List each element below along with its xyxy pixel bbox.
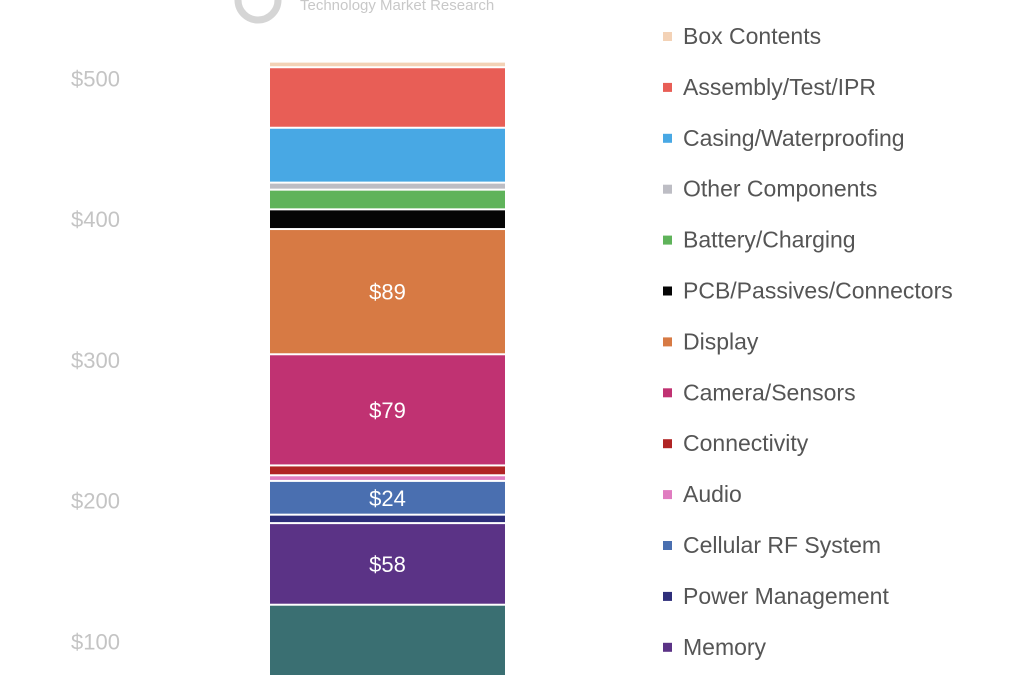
y-tick-label: $400	[71, 207, 120, 232]
bar-segment	[270, 210, 505, 229]
legend-swatch	[663, 541, 672, 550]
bar-segment	[270, 68, 505, 127]
legend-swatch	[663, 439, 672, 449]
legend-label: Box Contents	[683, 23, 821, 49]
legend-item: Assembly/Test/IPR	[663, 74, 876, 100]
legend-item: Connectivity	[663, 430, 809, 456]
legend-swatch	[663, 82, 672, 92]
y-tick-label: $300	[71, 348, 120, 373]
y-tick-label: $500	[71, 67, 120, 92]
y-axis: $100 $200 $300 $400 $500	[71, 67, 120, 655]
legend-label: Cellular RF System	[683, 532, 881, 558]
bar-segment	[270, 355, 505, 465]
bar-segment	[270, 183, 505, 189]
legend-swatch	[663, 490, 672, 500]
legend-swatch	[663, 591, 672, 601]
legend-label: Display	[683, 328, 759, 354]
legend-swatch	[663, 642, 672, 652]
legend-item: Other Components	[663, 176, 877, 202]
bar-segment	[270, 230, 505, 354]
bar-segment	[270, 476, 505, 480]
legend-label: Connectivity	[683, 430, 809, 456]
bar-segment	[270, 524, 505, 604]
brand-logo: Technology Market Research	[234, 0, 494, 24]
legend-swatch	[663, 235, 672, 245]
legend-item: Display	[663, 328, 759, 354]
legend-item: Audio	[663, 481, 742, 507]
bar-segment	[270, 190, 505, 209]
legend-swatch	[663, 32, 672, 41]
legend-label: Audio	[683, 481, 742, 507]
legend-label: Battery/Charging	[683, 227, 856, 253]
legend-label: Camera/Sensors	[683, 379, 856, 405]
segment-value-label: $89	[369, 280, 406, 305]
bar-segment	[270, 605, 505, 675]
legend-item: PCB/Passives/Connectors	[663, 278, 953, 304]
segment-value-label: $79	[369, 398, 406, 423]
legend-swatch	[663, 286, 672, 296]
legend-item: Casing/Waterproofing	[663, 125, 905, 151]
y-tick-label: $200	[71, 489, 120, 514]
bar-segments: $58 $24 $79 $89	[270, 62, 505, 675]
legend-item: Battery/Charging	[663, 227, 856, 253]
legend-item: Power Management	[663, 583, 889, 609]
bar-segment	[270, 62, 505, 67]
legend-swatch	[663, 337, 672, 347]
bar-segment	[270, 515, 505, 523]
legend: Box Contents Assembly/Test/IPR Casing/Wate…	[663, 23, 953, 660]
bar-segment	[270, 466, 505, 475]
legend-label: Power Management	[683, 583, 889, 609]
legend-label: Casing/Waterproofing	[683, 125, 905, 151]
legend-label: Memory	[683, 634, 767, 660]
legend-swatch	[663, 133, 672, 143]
logo-circle	[234, 0, 282, 24]
legend-swatch	[663, 184, 672, 194]
brand-tagline: Technology Market Research	[300, 0, 494, 14]
legend-label: Other Components	[683, 176, 877, 202]
legend-item: Cellular RF System	[663, 532, 881, 558]
segment-value-label: $58	[369, 552, 406, 577]
legend-item: Box Contents	[663, 23, 821, 49]
legend-item: Camera/Sensors	[663, 379, 856, 405]
bar-segment	[270, 481, 505, 514]
segment-value-label: $24	[369, 486, 406, 511]
bar-segment	[270, 128, 505, 182]
y-tick-label: $100	[71, 629, 120, 654]
legend-swatch	[663, 388, 672, 398]
legend-label: PCB/Passives/Connectors	[683, 278, 953, 304]
legend-label: Assembly/Test/IPR	[683, 74, 876, 100]
legend-item: Memory	[663, 634, 767, 660]
